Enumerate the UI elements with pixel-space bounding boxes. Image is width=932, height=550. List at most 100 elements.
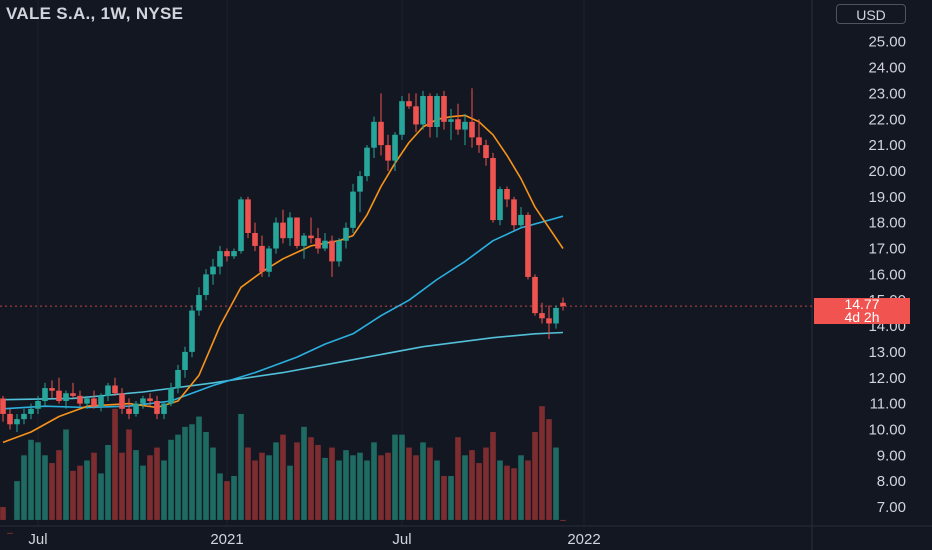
candle-body: [154, 401, 160, 414]
volume-bar: [175, 434, 181, 520]
volume-bar: [490, 432, 496, 520]
volume-bar: [553, 447, 559, 520]
volume-bar: [273, 442, 279, 520]
price-axis[interactable]: 7.008.009.0010.0011.0012.0013.0014.0015.…: [868, 34, 906, 516]
volume-bar: [378, 455, 384, 520]
candle-body: [434, 95, 440, 128]
volume-bar: [196, 416, 202, 520]
candle-body: [322, 240, 328, 249]
volume-bar: [49, 463, 55, 520]
volume-bar: [336, 460, 342, 520]
volume-bar: [63, 429, 69, 520]
time-axis[interactable]: Jul 2021 Jul 2022: [28, 531, 600, 548]
candle-body: [420, 95, 426, 125]
volume-bar: [434, 460, 440, 520]
time-tick-label: Jul: [392, 531, 411, 548]
candle-body: [455, 119, 461, 130]
price-tick-label: 7.00: [877, 499, 906, 516]
candle-body: [224, 251, 230, 257]
volume-bar: [343, 450, 349, 520]
volume-bar: [119, 452, 125, 520]
volume-bar: [560, 519, 566, 521]
candle-body: [490, 158, 496, 221]
candle-body: [336, 240, 342, 262]
candle-body: [329, 240, 335, 262]
volume-bar: [294, 442, 300, 520]
last-price-label: 14.77 4d 2h: [814, 297, 910, 324]
candle-body: [343, 227, 349, 241]
candle-body: [126, 408, 132, 414]
volume-bar: [210, 447, 216, 520]
volume-bar: [35, 442, 41, 520]
candle-body: [112, 385, 118, 394]
candle-body: [203, 274, 209, 296]
volume-bar: [168, 439, 174, 520]
candle-body: [504, 189, 510, 200]
candlesticks: [0, 88, 566, 433]
volume-bar: [364, 460, 370, 520]
volume-bar: [84, 460, 90, 520]
volume-bar: [455, 437, 461, 520]
candle-body: [525, 214, 531, 277]
currency-button[interactable]: USD: [836, 4, 906, 24]
candle-body: [364, 147, 370, 177]
volume-bar: [371, 442, 377, 520]
price-tick-label: 17.00: [868, 241, 906, 258]
candle-body: [182, 351, 188, 370]
candle-body: [231, 251, 237, 257]
price-tick-label: 12.00: [868, 370, 906, 387]
candle-body: [70, 393, 76, 396]
volume-bar: [385, 452, 391, 520]
candle-body: [483, 145, 489, 159]
candle-body: [546, 318, 552, 324]
candle-body: [511, 199, 517, 226]
volume-bar: [308, 437, 314, 520]
volume-bar: [546, 419, 552, 520]
volume-bar: [539, 406, 545, 520]
volume-bar: [140, 465, 146, 520]
candle-body: [441, 95, 447, 122]
candle-body: [427, 95, 433, 128]
candle-body: [21, 413, 27, 420]
volume-bar: [147, 455, 153, 520]
volume-bar: [56, 450, 62, 520]
volume-bar: [91, 452, 97, 520]
candle-body: [371, 121, 377, 148]
candle-body: [301, 235, 307, 246]
candle-body: [98, 395, 104, 407]
volume-bar: [329, 447, 335, 520]
candle-body: [140, 398, 146, 404]
symbol-title[interactable]: VALE S.A., 1W, NYSE: [6, 4, 184, 23]
volume-bar: [406, 447, 412, 520]
volume-bar: [161, 460, 167, 520]
volume-bar: [217, 473, 223, 520]
volume-bar: [497, 460, 503, 520]
candle-body: [147, 398, 153, 402]
candle-body: [518, 214, 524, 226]
candle-body: [385, 145, 391, 161]
volume-bar: [322, 457, 328, 520]
candle-body: [168, 388, 174, 404]
candle-body: [392, 134, 398, 161]
candle-body: [217, 251, 223, 267]
time-tick-label: 2021: [210, 531, 243, 548]
candle-body: [238, 199, 244, 252]
volume-bar: [252, 460, 258, 520]
candle-body: [28, 408, 34, 414]
price-tick-label: 16.00: [868, 266, 906, 283]
volume-bar: [476, 463, 482, 520]
price-tick-label: 20.00: [868, 163, 906, 180]
volume-bar: [231, 475, 237, 520]
candle-body: [399, 101, 405, 135]
volume-bar: [532, 432, 538, 520]
price-tick-label: 23.00: [868, 85, 906, 102]
price-tick-label: 24.00: [868, 60, 906, 77]
volume-bar: [224, 481, 230, 520]
candle-body: [308, 235, 314, 239]
volume-bar: [238, 413, 244, 520]
candle-body: [175, 369, 181, 389]
candle-body: [350, 191, 356, 228]
volume-bar: [0, 507, 6, 520]
